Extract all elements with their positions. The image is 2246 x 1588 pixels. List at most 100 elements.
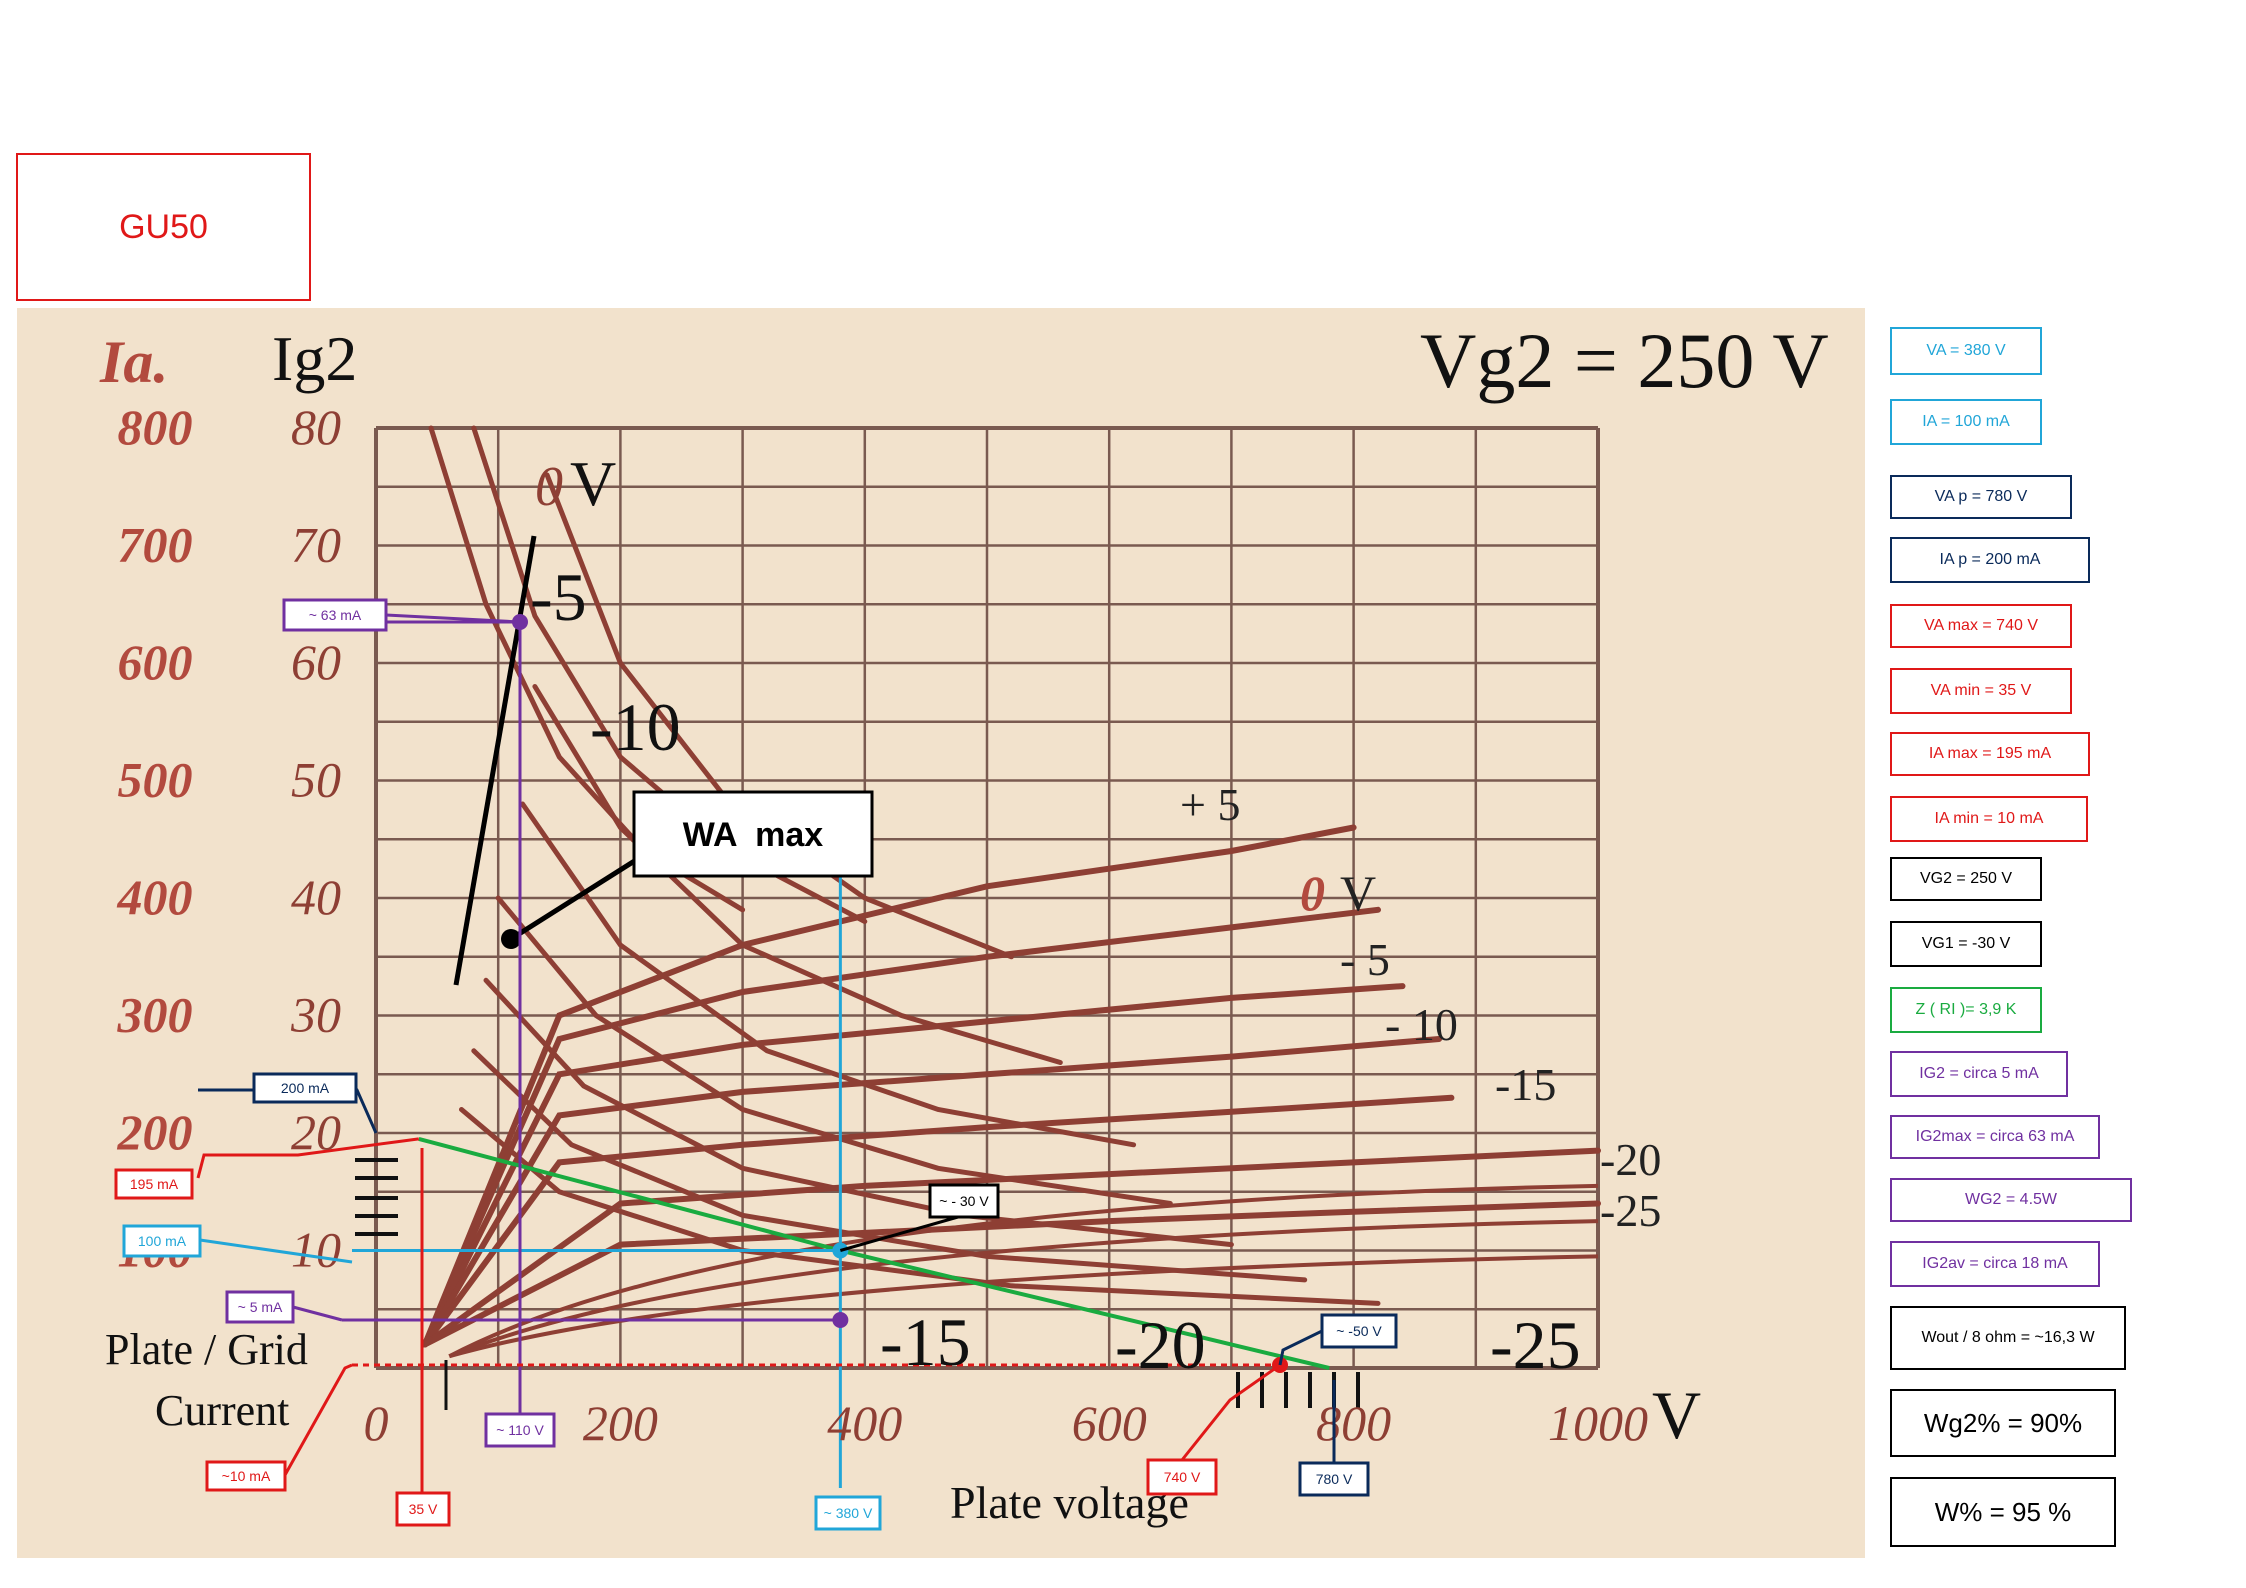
legend-item: IA p = 200 mA xyxy=(1890,537,2090,583)
callout-box xyxy=(122,1224,202,1258)
plate-current-curve xyxy=(421,1147,1601,1348)
legend-item: IA = 100 mA xyxy=(1890,399,2042,445)
ia-tick-label: 400 xyxy=(117,869,193,925)
legend-item: VG1 = -30 V xyxy=(1890,921,2042,967)
legend-item: IA max = 195 mA xyxy=(1890,732,2090,776)
callout-box xyxy=(1320,1313,1398,1349)
legend-item: VA = 380 V xyxy=(1890,327,2042,375)
legend-item: WG2 = 4.5W xyxy=(1890,1178,2132,1222)
ig2-tick-label: 30 xyxy=(290,987,341,1043)
plate-curve-label: -20 xyxy=(1600,1134,1661,1185)
plate-current-curve xyxy=(421,983,1406,1348)
callout-label: 780 V xyxy=(1316,1471,1353,1487)
callout-box xyxy=(395,1491,451,1527)
chart-paper xyxy=(17,308,1865,1558)
legend-item: VG2 = 250 V xyxy=(1890,857,2042,901)
x-tick-label: 0 xyxy=(364,1395,389,1451)
screen-curve-label: 0 xyxy=(535,456,563,518)
callout-label: ~ 110 V xyxy=(496,1422,544,1438)
ig2-tick-label: 50 xyxy=(291,752,341,808)
screen-curve-unit: V xyxy=(570,448,616,519)
callout-label: 100 mA xyxy=(138,1233,187,1249)
plate-curve-label: - 5 xyxy=(1340,934,1390,985)
ig2-tick-label: 10 xyxy=(291,1222,341,1278)
callout-box xyxy=(252,1072,358,1104)
legend-item: Wout / 8 ohm = ~16,3 W xyxy=(1890,1306,2126,1370)
callout-label: ~ -50 V xyxy=(1336,1323,1382,1339)
callout-box xyxy=(928,1183,1000,1219)
callout-label: 195 mA xyxy=(130,1176,179,1192)
callout-leader xyxy=(385,613,521,624)
wa-max-box xyxy=(632,790,874,878)
legend-item: VA p = 780 V xyxy=(1890,475,2072,519)
screen-curve-label: -5 xyxy=(530,559,587,635)
legend-item: W% = 95 % xyxy=(1890,1477,2116,1547)
callout-label: 200 mA xyxy=(281,1080,330,1096)
callout-leader xyxy=(292,1305,343,1322)
plate-curve-label: + 5 xyxy=(1180,779,1240,830)
ig2-tick-label: 60 xyxy=(291,634,341,690)
plate-curve-unit: V xyxy=(1340,865,1376,921)
callout-box xyxy=(225,1290,295,1324)
chart-title-box: GU50 xyxy=(16,153,311,301)
callout-label: 35 V xyxy=(409,1501,438,1517)
legend-item: IA min = 10 mA xyxy=(1890,796,2088,842)
callout-box xyxy=(814,1495,882,1531)
legend-item: Z ( RI )= 3,9 K xyxy=(1890,987,2042,1033)
wa-max-point xyxy=(501,929,521,949)
legend-item: VA min = 35 V xyxy=(1890,668,2072,714)
x-tick-label: 400 xyxy=(827,1395,902,1451)
ig2-min-point xyxy=(832,1312,849,1328)
callout-label: ~ 5 mA xyxy=(238,1299,283,1315)
x-axis-unit: V xyxy=(1652,1377,1701,1453)
legend-item: IG2max = circa 63 mA xyxy=(1890,1115,2100,1159)
pmax-line xyxy=(453,535,537,986)
plate-curve-label: 0 xyxy=(1300,865,1325,921)
plate-curve-label: - 10 xyxy=(1385,999,1458,1050)
plate-curve-label: -15 xyxy=(1495,1059,1556,1110)
x-tick-label: 200 xyxy=(583,1395,658,1451)
legend-item: IG2 = circa 5 mA xyxy=(1890,1051,2068,1097)
callout-box xyxy=(114,1168,194,1200)
screen-current-curve xyxy=(520,801,1137,1148)
callout-box xyxy=(1146,1458,1218,1496)
callout-box xyxy=(205,1460,287,1492)
screen-curve-label: -15 xyxy=(880,1304,971,1380)
ia-tick-label: 300 xyxy=(117,987,193,1043)
callout-label: ~ 63 mA xyxy=(309,607,362,623)
plate-current-curve-minor xyxy=(448,1219,1599,1359)
callout-label: ~10 mA xyxy=(222,1468,271,1484)
plate-curve-label: -25 xyxy=(1600,1185,1661,1236)
callout-label: ~ 380 V xyxy=(824,1505,873,1521)
ia-tick-label: 700 xyxy=(118,517,193,573)
legend-item: VA max = 740 V xyxy=(1890,604,2072,648)
tube-name: GU50 xyxy=(119,207,208,246)
chart-title: Vg2 = 250 V xyxy=(1420,317,1829,404)
bottom-left-label-line-2: Current xyxy=(155,1386,289,1435)
x-tick-label: 600 xyxy=(1072,1395,1147,1451)
wa-max-label: WA max xyxy=(683,816,824,854)
plate-current-curve xyxy=(421,906,1381,1348)
plate-current-curve xyxy=(421,824,1357,1348)
plate-current-curve xyxy=(421,1200,1601,1348)
y-axis-label-ig2: Ig2 xyxy=(272,323,357,394)
x-tick-label: 800 xyxy=(1316,1395,1391,1451)
ig2-tick-label: 20 xyxy=(291,1104,341,1160)
y-axis-label-ia: Ia. xyxy=(99,329,168,395)
callout-leader xyxy=(1278,1329,1323,1366)
x-tick-label: 1000 xyxy=(1548,1395,1648,1451)
ia-tick-label: 600 xyxy=(118,634,193,690)
wa-max-pointer xyxy=(509,857,638,942)
chart-texts: Vg2 = 250 V Ia. Ig2 Plate voltage V Plat… xyxy=(99,317,1829,1528)
ig2-tick-label: 70 xyxy=(291,517,341,573)
callout-label: 740 V xyxy=(1164,1469,1201,1485)
callout-leader xyxy=(839,1215,959,1252)
callout-label: ~ - 30 V xyxy=(939,1193,989,1209)
legend-item: Wg2% = 90% xyxy=(1890,1389,2116,1457)
callout-leader xyxy=(1180,1363,1281,1461)
ia-tick-label: 500 xyxy=(118,752,193,808)
screen-curve-label: -20 xyxy=(1115,1307,1206,1383)
ia-tick-label: 200 xyxy=(117,1104,193,1160)
plate-current-curve xyxy=(421,1094,1455,1348)
